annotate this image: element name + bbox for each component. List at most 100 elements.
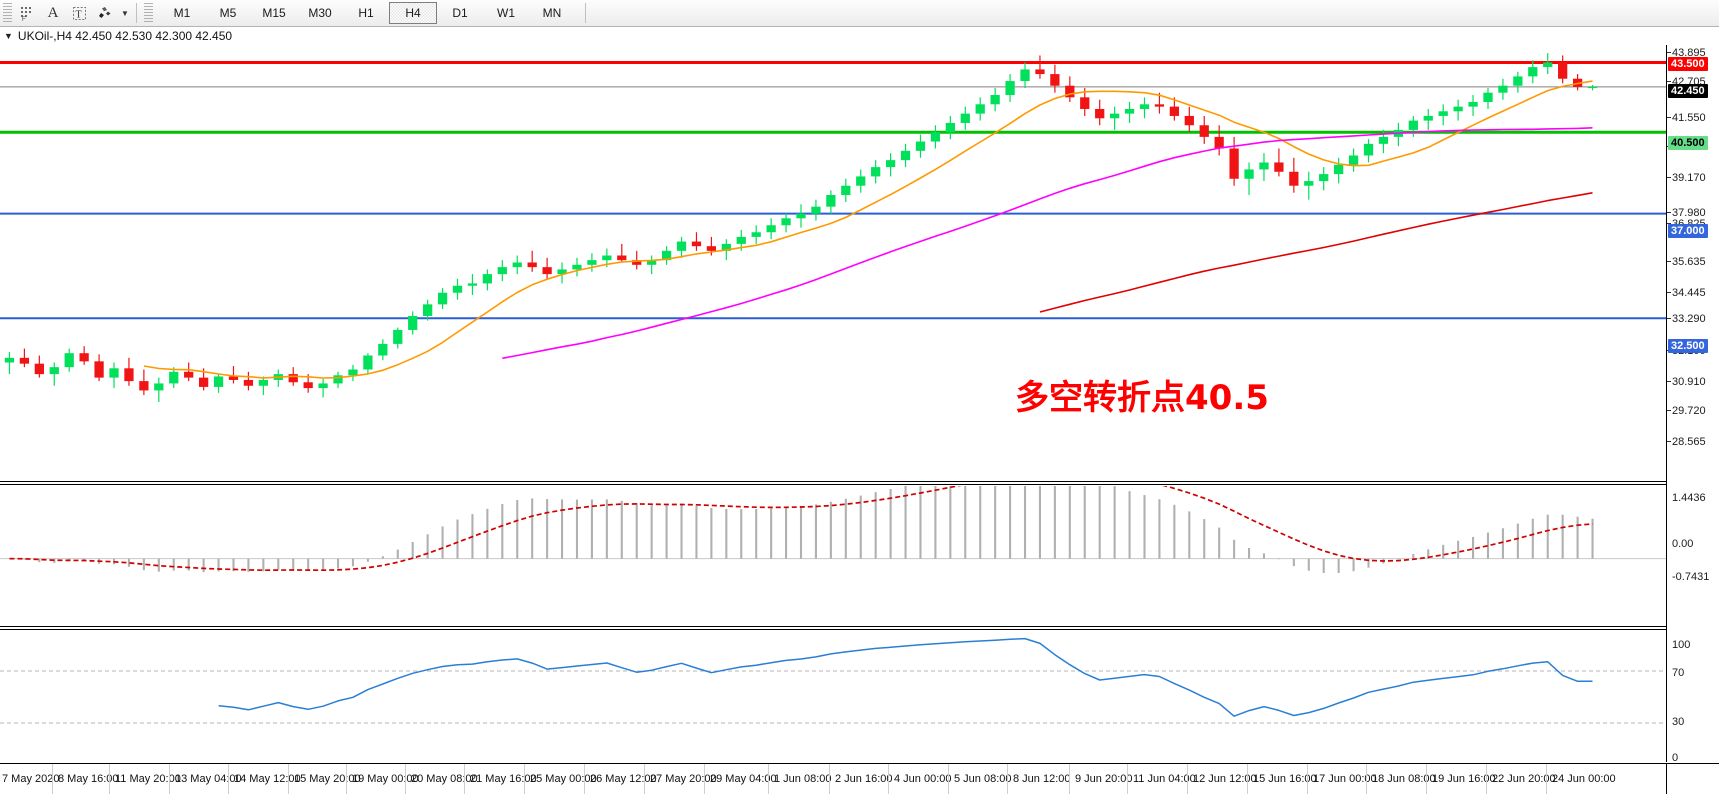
candle-body[interactable] [1438, 111, 1448, 116]
toolbar-grip-1[interactable] [3, 3, 12, 23]
candle-body[interactable] [213, 376, 224, 387]
candle-body[interactable] [34, 363, 44, 375]
candle-body[interactable] [736, 236, 746, 244]
period-mn[interactable]: MN [542, 6, 562, 20]
candle-body[interactable] [64, 353, 74, 368]
time-scale-axis[interactable]: 7 May 2020 8 May 16:00 11 May 20:00 13 May … [0, 763, 1719, 794]
candle-body[interactable] [1483, 92, 1493, 102]
resistance-level-badge[interactable]: 43.500 [1668, 57, 1708, 71]
candle-body[interactable] [796, 213, 806, 219]
rsi-line[interactable] [218, 637, 1593, 717]
candle-body[interactable] [900, 150, 911, 161]
period-m30[interactable]: M30 [308, 6, 332, 20]
candle-body[interactable] [572, 264, 582, 270]
macd-signal-line[interactable] [9, 486, 1593, 572]
candle-body[interactable] [1080, 97, 1090, 109]
candle-body[interactable] [467, 283, 478, 286]
crosshair-icon[interactable]: F [14, 2, 40, 24]
candle-body[interactable] [841, 185, 851, 196]
candle-body[interactable] [1095, 108, 1105, 119]
candle-body[interactable] [79, 353, 89, 362]
candle-body[interactable] [169, 371, 179, 384]
candle-body[interactable] [1124, 108, 1135, 114]
pivot-level-badge[interactable]: 40.500 [1668, 136, 1708, 150]
candle-body[interactable] [856, 176, 866, 186]
candle-body[interactable] [661, 250, 672, 261]
candle-body[interactable] [617, 255, 627, 261]
candle-body[interactable] [109, 368, 119, 378]
candle-body[interactable] [1139, 104, 1150, 109]
candle-body[interactable] [243, 379, 254, 386]
candle-body[interactable] [915, 141, 926, 151]
candle-body[interactable] [766, 225, 776, 233]
candle-body[interactable] [228, 376, 239, 380]
candle-body[interactable] [198, 377, 209, 387]
candle-body[interactable] [1558, 62, 1568, 79]
price-pane[interactable] [0, 45, 1667, 416]
candle-body[interactable] [1304, 181, 1314, 186]
chart-menu-chevron-down-icon[interactable]: ▼ [4, 30, 13, 41]
candle-body[interactable] [1289, 171, 1299, 186]
rsi-chart-canvas[interactable] [0, 632, 1667, 762]
candle-body[interactable] [1348, 155, 1359, 165]
support-level-badge-37[interactable]: 37.000 [1668, 224, 1708, 238]
candle-body[interactable] [647, 260, 657, 265]
candle-body[interactable] [945, 122, 955, 133]
candle-body[interactable] [94, 361, 104, 378]
candle-body[interactable] [960, 113, 970, 123]
candle-body[interactable] [1468, 101, 1478, 107]
price-chart-canvas[interactable] [0, 45, 1667, 416]
candle-body[interactable] [1363, 143, 1374, 156]
candle-body[interactable] [1035, 69, 1045, 75]
macd-chart-canvas[interactable] [0, 486, 1667, 596]
period-d1[interactable]: D1 [452, 6, 468, 20]
candle-body[interactable] [676, 241, 687, 251]
candle-body[interactable] [1543, 62, 1553, 68]
candle-body[interactable] [1109, 113, 1120, 119]
candle-body[interactable] [139, 381, 149, 391]
support-level-badge-32[interactable]: 32.500 [1668, 339, 1708, 353]
candle-body[interactable] [154, 383, 164, 391]
candle-body[interactable] [781, 218, 791, 226]
candle-body[interactable] [497, 267, 507, 275]
candle-body[interactable] [1005, 81, 1015, 96]
candle-body[interactable] [527, 262, 537, 268]
period-m1[interactable]: M1 [173, 6, 191, 20]
candle-body[interactable] [4, 357, 15, 363]
candle-body[interactable] [1334, 164, 1344, 175]
pane-divider-macd-rsi[interactable] [0, 626, 1667, 627]
candle-body[interactable] [1214, 136, 1224, 149]
candle-body[interactable] [826, 195, 836, 207]
candle-body[interactable] [706, 246, 717, 251]
candle-body[interactable] [437, 292, 448, 305]
candle-body[interactable] [452, 285, 463, 293]
candle-body[interactable] [1587, 86, 1598, 89]
candle-body[interactable] [1244, 169, 1254, 179]
candle-body[interactable] [1065, 85, 1075, 98]
candle-body[interactable] [1184, 115, 1194, 126]
period-h1[interactable]: H1 [358, 6, 374, 20]
candle-body[interactable] [333, 375, 343, 384]
candle-body[interactable] [184, 371, 194, 378]
candle-body[interactable] [1259, 162, 1269, 170]
candle-body[interactable] [1513, 76, 1523, 86]
moving-average-fast-line[interactable] [143, 80, 1593, 379]
period-h4[interactable]: H4 [389, 2, 437, 24]
period-w1[interactable]: W1 [497, 6, 515, 20]
candle-body[interactable] [1378, 136, 1389, 144]
price-scale-axis[interactable]: 43.89542.70541.55040.36039.17037.98036.8… [1666, 45, 1719, 764]
candle-body[interactable] [885, 160, 896, 168]
candle-body[interactable] [303, 382, 313, 389]
candle-body[interactable] [1020, 69, 1030, 82]
period-m15[interactable]: M15 [262, 6, 286, 20]
candle-body[interactable] [587, 260, 597, 265]
candle-body[interactable] [1408, 120, 1418, 130]
rsi-pane[interactable] [0, 632, 1667, 762]
candle-body[interactable] [691, 241, 702, 247]
period-m5[interactable]: M5 [219, 6, 237, 20]
candle-body[interactable] [1528, 67, 1538, 77]
candle-body[interactable] [751, 232, 761, 237]
text-object-icon[interactable]: T [66, 2, 92, 24]
candle-body[interactable] [363, 355, 373, 370]
candle-body[interactable] [393, 329, 403, 344]
